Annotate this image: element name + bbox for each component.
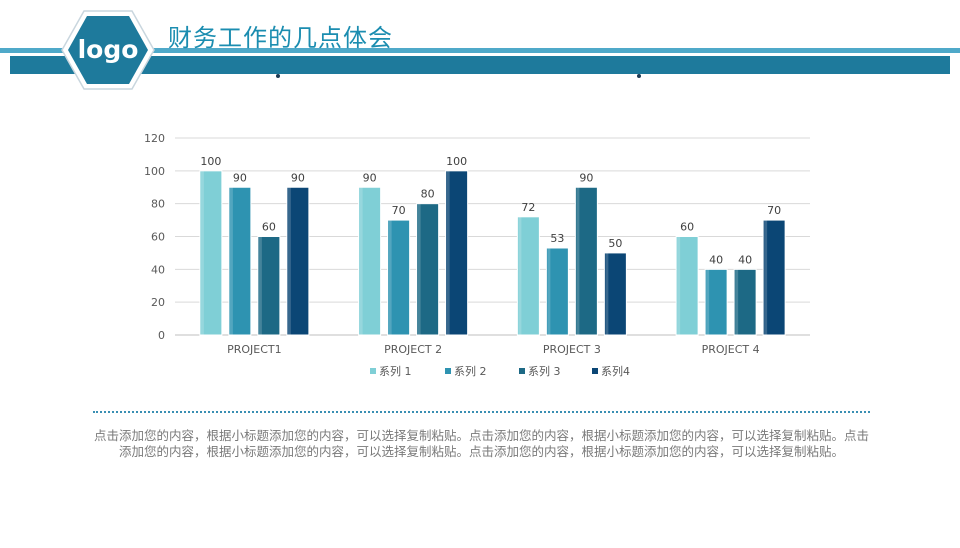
bar — [445, 170, 469, 336]
y-tick-label: 0 — [158, 329, 165, 342]
bar — [516, 216, 540, 336]
data-label: 53 — [550, 232, 564, 245]
bar — [387, 219, 411, 336]
y-tick-label: 60 — [151, 231, 165, 244]
bar-highlight — [764, 220, 768, 335]
bar — [603, 252, 627, 336]
bar-highlight — [518, 216, 522, 335]
legend-label: 系列4 — [601, 364, 630, 378]
header-dot — [276, 74, 280, 78]
bar — [257, 236, 281, 336]
bar — [199, 170, 223, 336]
header-dot — [637, 74, 641, 78]
bar-highlight — [388, 220, 392, 335]
bar-highlight — [735, 269, 739, 335]
bar-highlight — [605, 252, 609, 335]
legend-swatch — [370, 368, 376, 374]
data-label: 60 — [262, 221, 276, 234]
data-label: 70 — [392, 204, 406, 217]
bar-highlight — [200, 170, 204, 335]
logo-text: logo — [78, 35, 139, 64]
x-tick-label: PROJECT 2 — [384, 343, 442, 356]
legend-swatch — [445, 368, 451, 374]
bar — [545, 247, 569, 336]
section-divider — [93, 411, 870, 413]
bar — [228, 186, 252, 336]
x-tick-label: PROJECT 4 — [702, 343, 760, 356]
bar — [733, 268, 757, 336]
legend-label: 系列 3 — [528, 364, 561, 378]
bar — [358, 186, 382, 336]
legend-label: 系列 1 — [379, 364, 412, 378]
legend-swatch — [592, 368, 598, 374]
bar — [286, 186, 310, 336]
y-tick-label: 40 — [151, 263, 165, 276]
data-label: 40 — [709, 253, 723, 266]
data-label: 40 — [738, 253, 752, 266]
legend-label: 系列 2 — [454, 364, 487, 378]
bar-highlight — [576, 187, 580, 335]
y-tick-label: 120 — [144, 132, 165, 145]
data-label: 100 — [446, 155, 467, 168]
header-band — [10, 56, 950, 74]
bar-highlight — [446, 170, 450, 335]
data-label: 60 — [680, 221, 694, 234]
data-label: 80 — [421, 188, 435, 201]
page-title: 财务工作的几点体会 — [168, 24, 393, 52]
y-tick-label: 20 — [151, 296, 165, 309]
bar-highlight — [287, 187, 291, 335]
bar — [416, 203, 440, 336]
data-label: 90 — [233, 171, 247, 184]
bar — [704, 268, 728, 336]
y-tick-label: 100 — [144, 165, 165, 178]
data-label: 90 — [291, 171, 305, 184]
bar — [574, 186, 598, 336]
bar — [762, 219, 786, 336]
x-tick-label: PROJECT1 — [227, 343, 282, 356]
body-paragraph: 点击添加您的内容，根据小标题添加您的内容，可以选择复制粘贴。点击添加您的内容，根… — [93, 428, 869, 459]
bar-chart: 0 20 40 60 80 100 120 100 90 60 90 PROJECT1 90 70 80 10… — [144, 132, 810, 378]
logo-badge: logo — [61, 10, 155, 90]
header-thin-stripe — [0, 48, 960, 53]
legend-swatch — [519, 368, 525, 374]
bar-highlight — [677, 236, 681, 335]
data-label: 90 — [363, 171, 377, 184]
y-tick-label: 80 — [151, 198, 165, 211]
bar-highlight — [229, 187, 233, 335]
bar — [675, 236, 699, 336]
data-label: 70 — [767, 204, 781, 217]
bar-highlight — [359, 187, 363, 335]
bar-highlight — [547, 247, 551, 335]
bar-highlight — [258, 236, 262, 335]
data-label: 90 — [579, 171, 593, 184]
bar-highlight — [706, 269, 710, 335]
data-label: 100 — [200, 155, 221, 168]
bar-highlight — [417, 203, 421, 335]
data-label: 50 — [608, 237, 622, 250]
x-tick-label: PROJECT 3 — [543, 343, 601, 356]
data-label: 72 — [521, 201, 535, 214]
